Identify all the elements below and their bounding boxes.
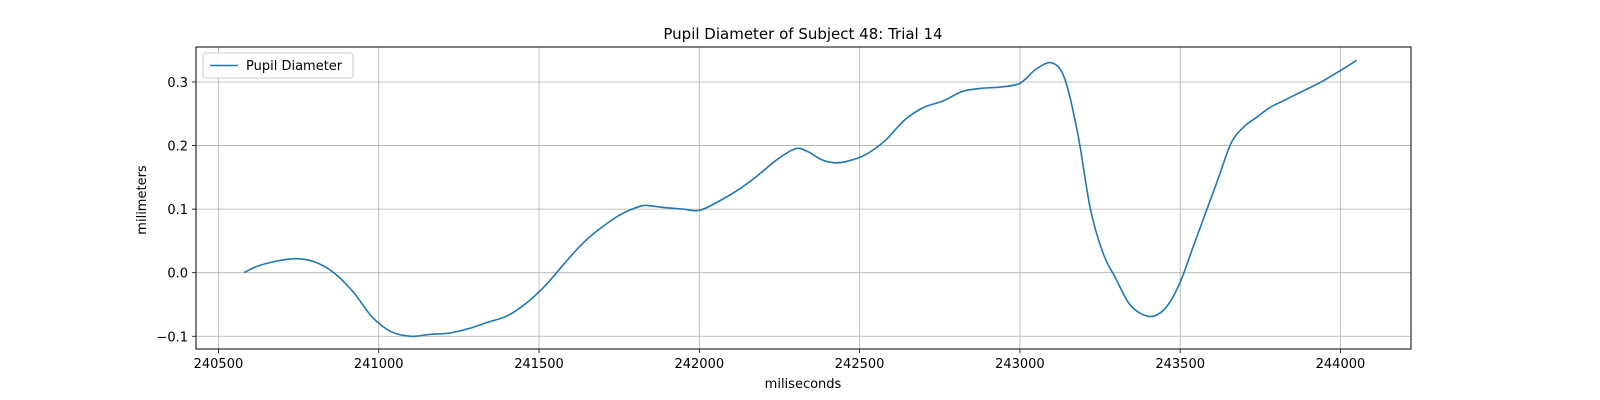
- x-tick-label: 241500: [514, 357, 564, 372]
- x-tick-label: 240500: [194, 357, 244, 372]
- legend-box: [202, 52, 354, 79]
- y-axis-label: milimeters: [135, 165, 150, 235]
- y-axis: −0.1 0.0 0.1 0.2 0.3: [156, 76, 196, 345]
- y-tick-label: −0.1: [156, 330, 188, 345]
- plot-area-frame: [195, 46, 1412, 350]
- x-tick-label: 243500: [1155, 357, 1205, 372]
- x-axis-label: miliseconds: [765, 377, 842, 392]
- chart-title: Pupil Diameter of Subject 48: Trial 14: [663, 25, 942, 43]
- x-tick-label: 244000: [1316, 357, 1366, 372]
- x-axis: 240500 241000 241500 242000 242500 243000 2435…: [194, 349, 1366, 372]
- series-line-pupil-diameter: [243, 59, 1357, 338]
- y-tick-label: 0.2: [167, 140, 188, 155]
- x-tick-label: 243000: [995, 357, 1045, 372]
- y-tick-label: 0.1: [167, 203, 188, 218]
- x-tick-label: 241000: [354, 357, 404, 372]
- grid-lines: [196, 47, 1411, 349]
- x-tick-label: 242500: [835, 357, 885, 372]
- legend: Pupil Diameter: [202, 52, 354, 79]
- series-layer: [243, 59, 1357, 338]
- x-tick-label: 242000: [674, 357, 724, 372]
- y-tick-label: 0.3: [167, 76, 188, 91]
- y-tick-label: 0.0: [167, 267, 188, 282]
- legend-entry-pupil-diameter: Pupil Diameter: [246, 59, 343, 74]
